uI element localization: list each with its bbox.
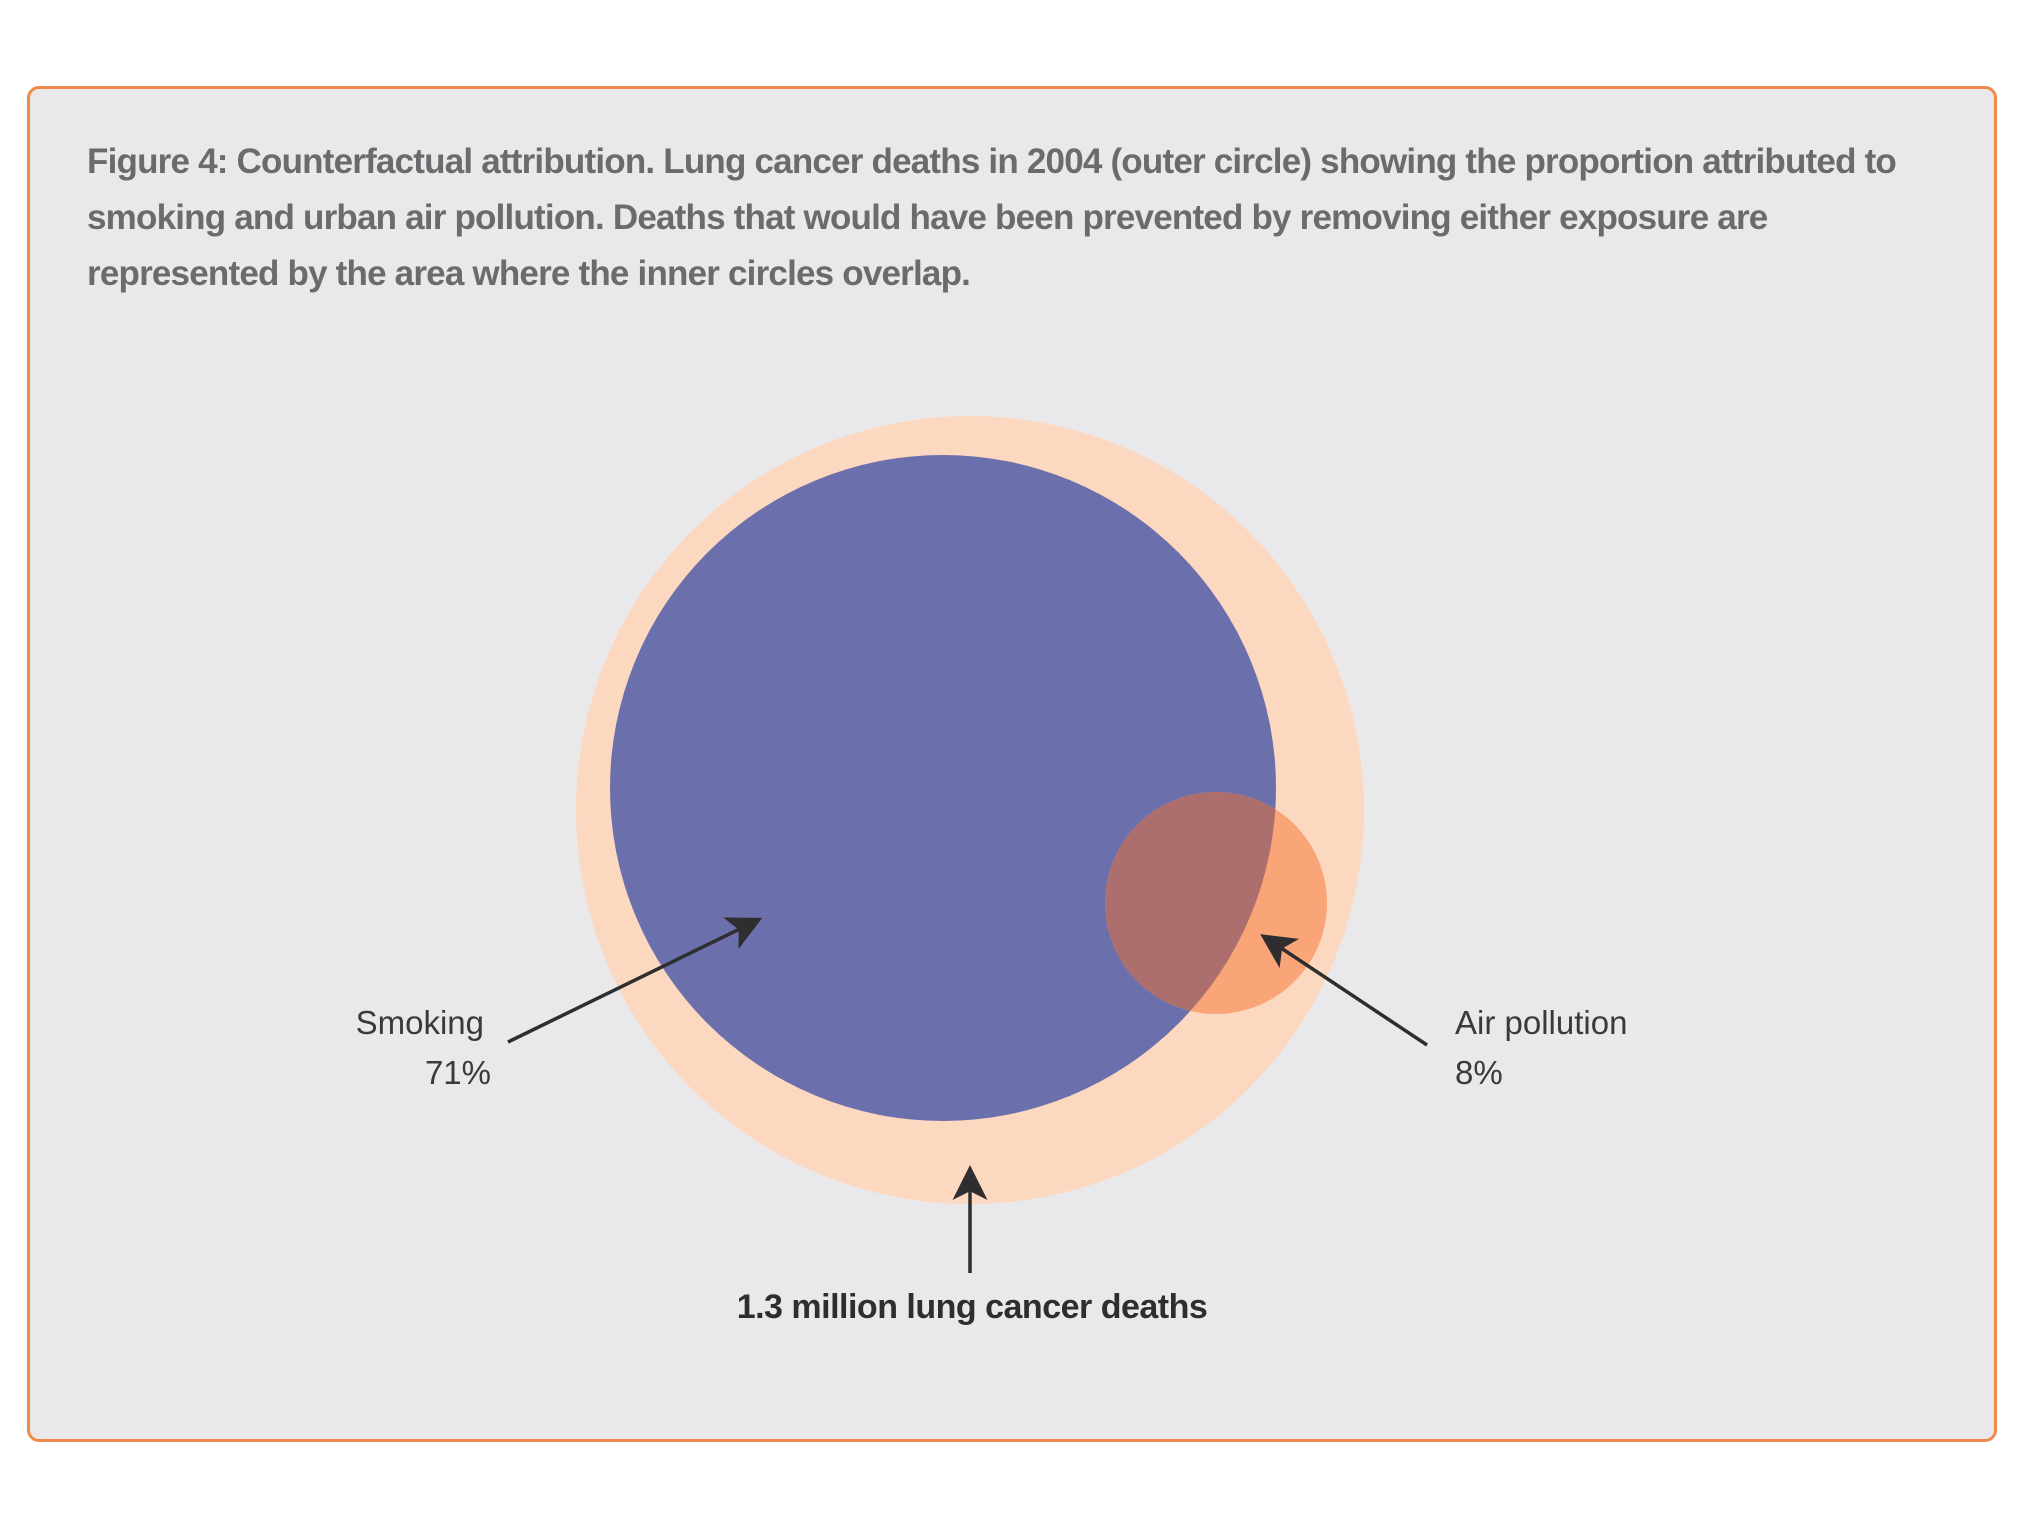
smoking-label: Smoking xyxy=(356,1004,484,1041)
figure-caption: Figure 4: Counterfactual attribution. Lu… xyxy=(87,142,1897,293)
air-pollution-arrow xyxy=(1260,934,1428,1047)
total-deaths-label: 1.3 million lung cancer deaths xyxy=(737,1288,1208,1326)
air-pollution-label: Air pollution xyxy=(1455,1004,1627,1041)
air-pollution-percent: 8% xyxy=(1455,1054,1503,1091)
smoking-circle xyxy=(610,455,1276,1121)
smoking-arrow xyxy=(507,917,763,1044)
smoking-percent: 71% xyxy=(425,1054,491,1091)
